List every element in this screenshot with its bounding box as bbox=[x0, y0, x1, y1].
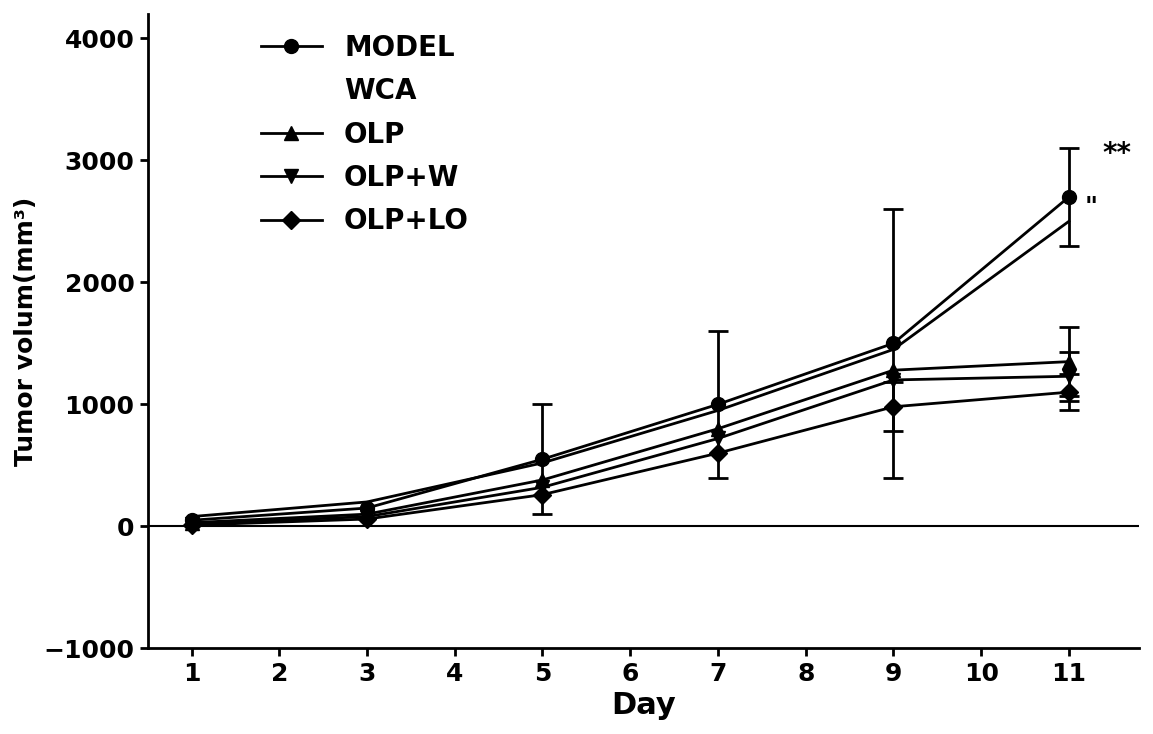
Legend: MODEL, WCA, OLP, OLP+W, OLP+LO: MODEL, WCA, OLP, OLP+W, OLP+LO bbox=[261, 34, 469, 235]
Y-axis label: Tumor volum(mm³): Tumor volum(mm³) bbox=[14, 197, 38, 466]
Text: ": " bbox=[1084, 195, 1098, 219]
Text: **: ** bbox=[1102, 140, 1132, 168]
X-axis label: Day: Day bbox=[611, 691, 676, 720]
